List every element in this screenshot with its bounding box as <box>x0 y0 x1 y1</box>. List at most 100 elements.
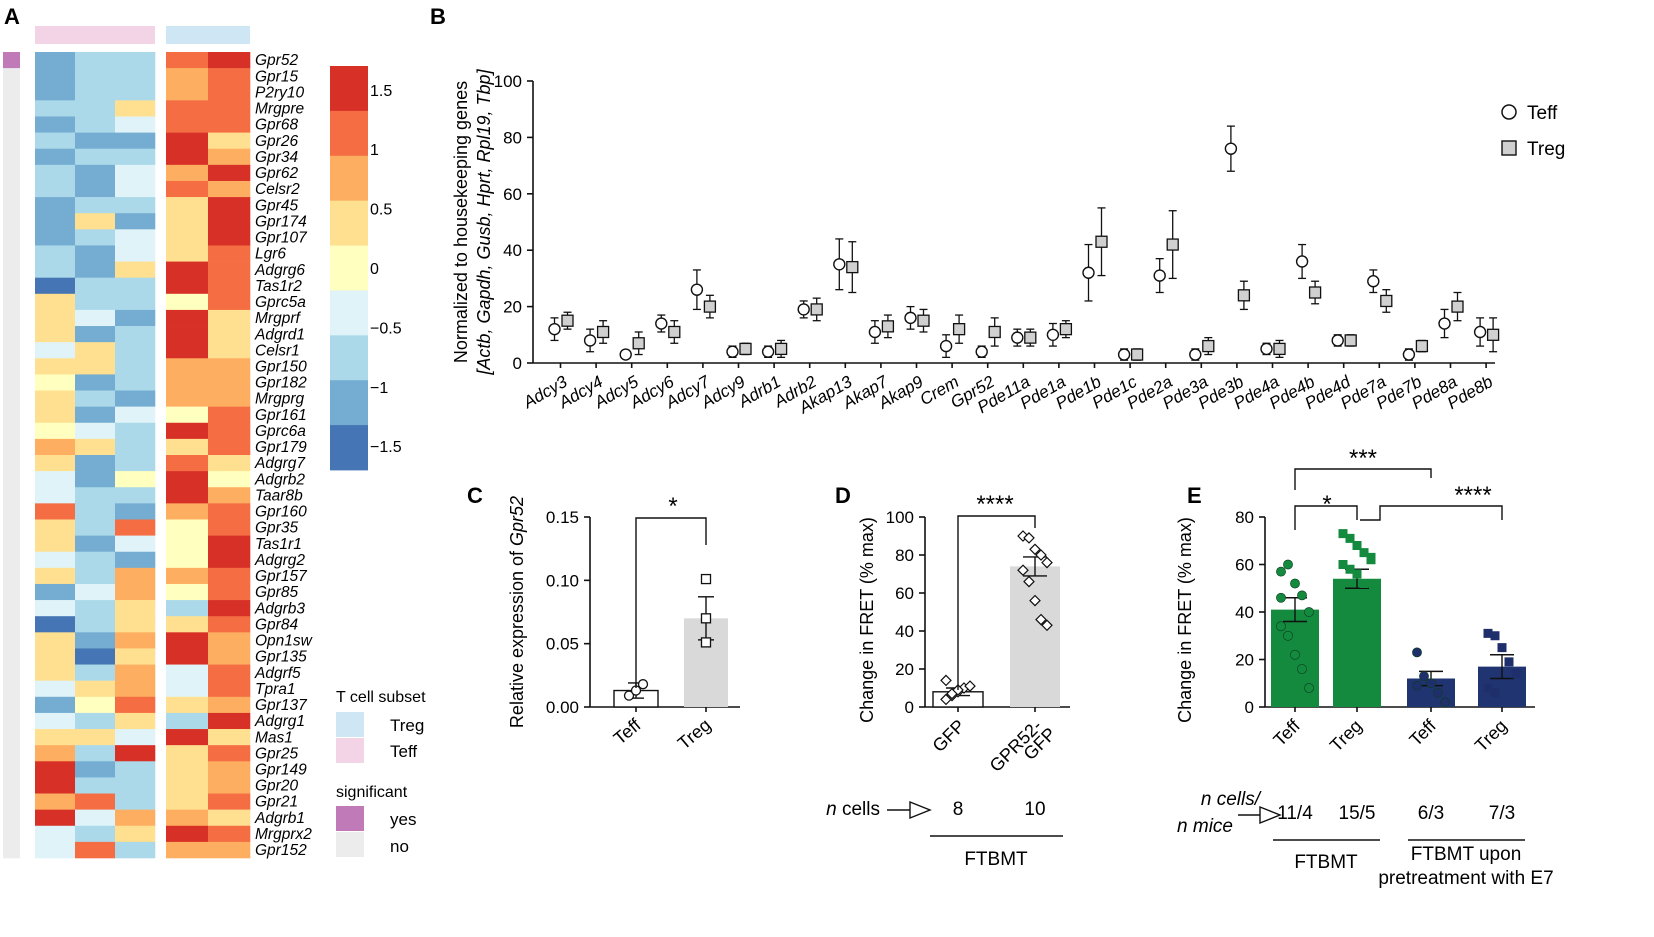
heatmap-cell <box>75 197 116 214</box>
heatmap-cell <box>208 245 251 262</box>
heatmap-cell <box>75 712 116 730</box>
heatmap-cell <box>35 535 76 553</box>
gene-label: Adgrg7 <box>254 455 306 472</box>
heatmap-cell <box>35 293 76 311</box>
heatmap-cell <box>208 600 251 617</box>
heatmap-cell <box>115 632 156 649</box>
data-point <box>637 679 649 690</box>
teff-point <box>833 258 846 271</box>
n-value: 10 <box>1024 799 1045 820</box>
gene-label: Gpr34 <box>255 149 298 166</box>
colorbar-segment <box>330 268 368 291</box>
data-point <box>1352 631 1362 641</box>
gene-label: Gpr157 <box>255 568 308 585</box>
heatmap-cell <box>75 680 116 698</box>
data-point <box>1490 688 1500 698</box>
heatmap-cell <box>115 116 156 133</box>
significance-cell <box>3 664 20 681</box>
significance-cell <box>3 471 20 488</box>
heatmap-cell <box>75 342 116 359</box>
heatmap-cell <box>115 406 156 424</box>
data-point <box>1483 683 1493 693</box>
significance-cell <box>3 116 20 133</box>
heatmap-cell <box>35 503 76 520</box>
heatmap-cell <box>75 664 116 681</box>
heatmap-cell <box>115 342 156 359</box>
heatmap-cell <box>166 664 209 681</box>
heatmap-cell <box>208 664 251 681</box>
heatmap-cell <box>166 52 209 69</box>
heatmap-cell <box>35 148 76 166</box>
data-point <box>964 680 976 692</box>
heatmap-cell <box>75 648 116 665</box>
data-point <box>1338 529 1348 539</box>
data-point <box>623 690 635 701</box>
heatmap-cell <box>75 309 116 327</box>
heatmap-cell <box>115 132 156 150</box>
data-point <box>1497 643 1507 653</box>
teff-point <box>583 334 597 347</box>
treg-point <box>561 314 574 327</box>
heatmap-cell <box>208 148 251 166</box>
data-point <box>1290 649 1300 660</box>
heatmap-cell <box>115 471 156 488</box>
heatmap-cell <box>75 277 116 295</box>
y-tick-label: 40 <box>503 241 522 260</box>
heatmap-cell <box>35 358 76 375</box>
heatmap-cell <box>115 583 156 601</box>
heatmap-cell <box>75 390 116 407</box>
heatmap-cell <box>75 406 116 424</box>
heatmap-cell <box>75 583 116 601</box>
heatmap-cell <box>166 535 209 553</box>
significance-cell <box>3 551 20 569</box>
data-point <box>1426 678 1436 689</box>
heatmap-cell <box>35 696 76 714</box>
heatmap-cell <box>35 229 76 246</box>
x-tick-label: Teff <box>610 714 646 748</box>
teff-point <box>726 345 739 358</box>
heatmap-cell <box>166 390 209 407</box>
data-point <box>1345 564 1355 574</box>
treg-point <box>1202 339 1215 353</box>
significance-cell <box>3 761 20 778</box>
heatmap-cell <box>208 309 251 327</box>
treg-point <box>668 325 681 339</box>
heatmap-cell <box>35 197 76 214</box>
heatmap-cell <box>115 84 156 101</box>
treg-point <box>1237 289 1251 302</box>
heatmap-cell <box>35 632 76 649</box>
data-point <box>1017 564 1029 577</box>
heatmap-cell <box>75 551 116 569</box>
legend-swatch-yes <box>336 806 364 831</box>
gene-label: Gpr174 <box>255 213 307 230</box>
y-tick-label: 0.15 <box>546 508 579 527</box>
n-value: 8 <box>953 799 964 820</box>
heatmap-cell <box>166 116 209 133</box>
heatmap-cell <box>75 180 116 198</box>
y-tick-label: 80 <box>1235 508 1254 527</box>
heatmap-cell <box>35 487 76 504</box>
teff-point <box>1189 348 1202 361</box>
teff-point <box>1260 342 1273 356</box>
heatmap-cell <box>115 180 156 198</box>
heatmap-cell <box>75 632 116 649</box>
heatmap-cell <box>166 648 209 665</box>
heatmap-cell <box>35 745 76 762</box>
data-point <box>700 613 712 624</box>
y-tick-label: 20 <box>895 660 914 679</box>
heatmap-cell <box>166 406 209 424</box>
gene-label: Gpr150 <box>255 358 307 375</box>
significance-cell <box>3 326 20 343</box>
heatmap-cell <box>208 52 251 69</box>
data-point <box>1276 566 1286 577</box>
treg-point <box>774 342 788 356</box>
heatmap-cell <box>115 148 156 166</box>
bar <box>1010 566 1060 707</box>
gene-label: Gpr45 <box>255 197 298 214</box>
group-label: pretreatment with E7 <box>1378 868 1553 889</box>
heatmap-cell <box>35 664 76 681</box>
treg-point <box>1415 339 1429 353</box>
heatmap-cell <box>166 793 209 810</box>
teff-point <box>868 325 882 339</box>
gene-label: P2ry10 <box>255 84 304 101</box>
